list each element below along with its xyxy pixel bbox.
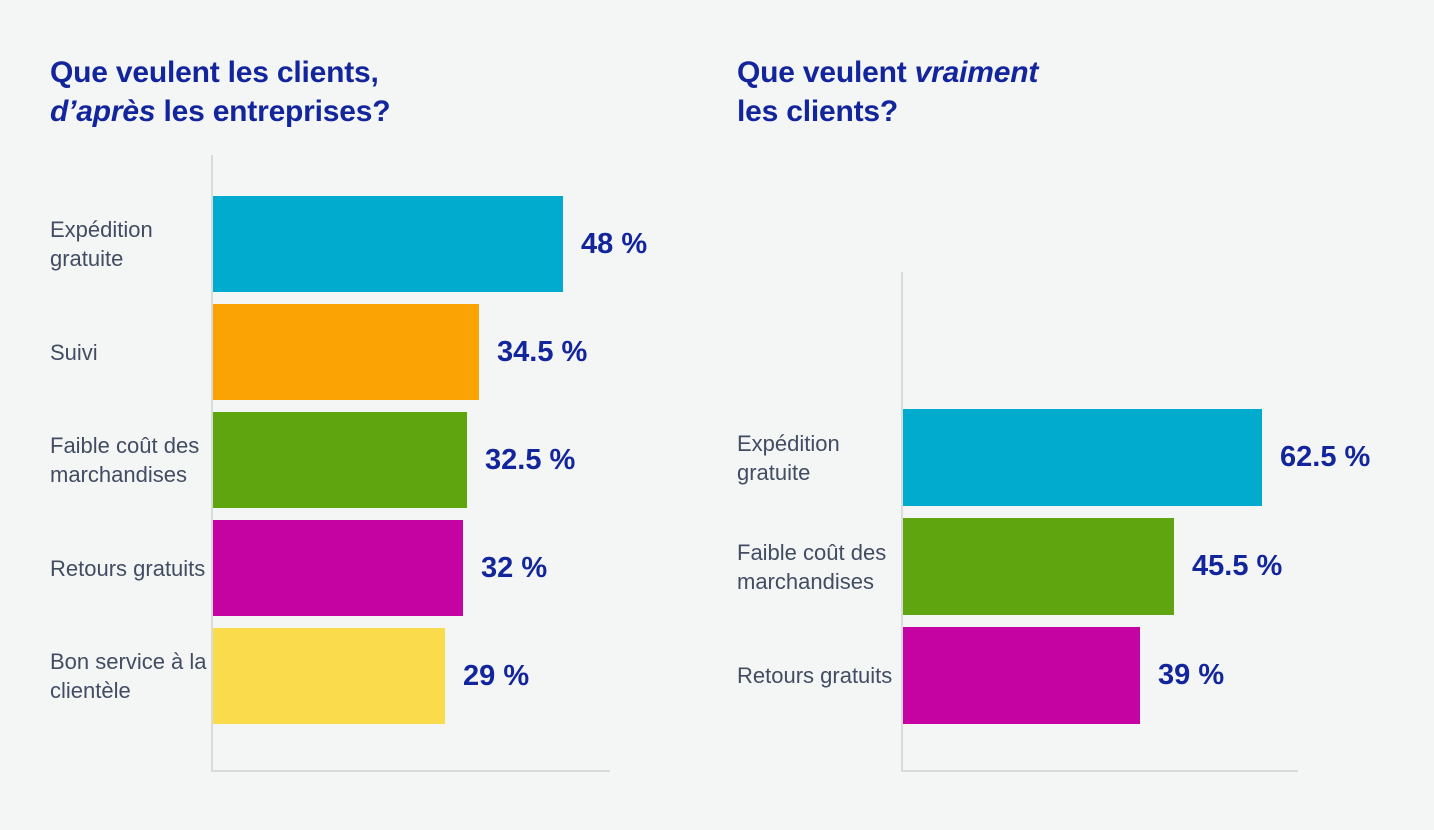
- value-label: 39 %: [1158, 659, 1225, 691]
- category-label: Bon service à la clientèle: [50, 649, 207, 703]
- chart-title: Que veulent vraiment les clients?: [737, 53, 1038, 131]
- category-label: Retours gratuits: [50, 555, 206, 581]
- category-label: Faible coût des marchandises: [50, 433, 200, 487]
- bar: [213, 412, 467, 508]
- bar: [903, 518, 1174, 615]
- category-label: Expédition gratuite: [737, 430, 840, 485]
- category-label: Suivi: [50, 339, 98, 365]
- bar: [213, 628, 445, 724]
- chart-title-italic-segment: vraiment: [914, 56, 1039, 89]
- value-label: 62.5 %: [1280, 441, 1371, 473]
- category-label: Expédition gratuite: [50, 217, 153, 271]
- value-label: 45.5 %: [1192, 550, 1283, 582]
- x-axis-line: [901, 770, 1298, 772]
- bar: [903, 627, 1140, 724]
- bar: [213, 196, 563, 292]
- value-label: 32 %: [481, 551, 548, 584]
- y-axis-line: [901, 272, 903, 772]
- x-axis-line: [211, 770, 610, 772]
- y-axis-line: [211, 155, 213, 772]
- value-label: 34.5 %: [497, 335, 588, 368]
- value-label: 29 %: [463, 659, 530, 692]
- chart-title-segment: Que veulent: [737, 56, 915, 89]
- value-label: 32.5 %: [485, 443, 576, 476]
- bar: [213, 520, 463, 616]
- chart-title-segment: les entreprises?: [155, 95, 391, 128]
- bar: [903, 409, 1262, 506]
- chart-title-segment: les clients?: [737, 95, 899, 128]
- category-label: Retours gratuits: [737, 663, 893, 688]
- category-label: Faible coût des marchandises: [737, 539, 887, 594]
- bar: [213, 304, 479, 400]
- chart-title-segment: Que veulent les clients,: [50, 56, 379, 89]
- chart-title: Que veulent les clients, d’après les entr…: [50, 53, 391, 131]
- chart-title-italic-segment: d’après: [50, 95, 156, 128]
- value-label: 48 %: [581, 227, 648, 260]
